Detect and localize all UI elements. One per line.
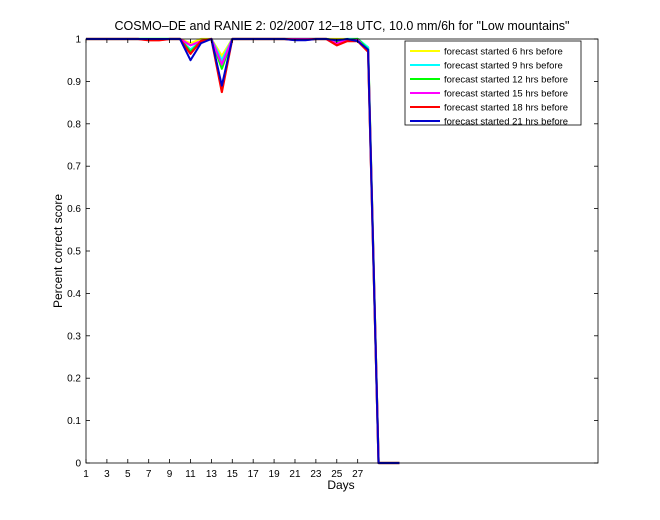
x-tick-label: 9: [167, 469, 173, 480]
legend-label-3: forecast started 12 hrs before: [444, 75, 568, 86]
x-tick-label: 5: [125, 469, 131, 480]
y-tick-label: 0.4: [67, 289, 81, 300]
legend-label-5: forecast started 18 hrs before: [444, 103, 568, 114]
x-tick-label: 1: [83, 469, 89, 480]
y-tick-label: 1: [75, 35, 81, 46]
y-axis-title: Percent correct score: [51, 194, 65, 308]
legend: forecast started 6 hrs before forecast st…: [404, 40, 582, 128]
y-tick-label: 0.8: [67, 119, 81, 130]
x-tick-label: 11: [185, 469, 196, 480]
y-tick-label: 0.6: [67, 204, 81, 215]
x-tick-label: 15: [227, 469, 239, 480]
x-tick-label: 25: [331, 469, 343, 480]
x-axis-title: Days: [327, 478, 354, 492]
y-tick-label: 0.2: [67, 374, 81, 385]
y-tick-label: 0.3: [67, 331, 81, 342]
x-tick-label: 3: [104, 469, 110, 480]
chart-title: COSMO–DE and RANIE 2: 02/2007 12–18 UTC,…: [115, 19, 570, 33]
legend-label-4: forecast started 15 hrs before: [444, 89, 568, 100]
y-tick-label: 0.5: [67, 247, 81, 258]
x-tick-label: 27: [352, 469, 364, 480]
x-tick-label: 21: [289, 469, 301, 480]
legend-label-2: forecast started 9 hrs before: [444, 61, 563, 72]
x-tick-label: 7: [146, 469, 152, 480]
legend-items: forecast started 6 hrs before forecast st…: [410, 47, 568, 128]
y-tick-label: 0.7: [67, 162, 81, 173]
legend-label-1: forecast started 6 hrs before: [444, 47, 563, 58]
x-tick-label: 13: [206, 469, 218, 480]
y-tick-label: 0.9: [67, 77, 81, 88]
y-tick-label: 0.1: [67, 416, 81, 427]
x-tick-label: 17: [248, 469, 260, 480]
x-tick-label: 19: [269, 469, 281, 480]
x-axis: 1 3 5 7 9 11 13 15 17 19 21 23 25 27: [83, 39, 364, 480]
x-tick-label: 23: [310, 469, 322, 480]
y-axis: 0 0.1 0.2 0.3 0.4 0.5 0.6 0.7 0.8 0.9 1: [67, 35, 598, 470]
legend-label-6: forecast started 21 hrs before: [444, 117, 568, 128]
y-tick-label: 0: [75, 459, 81, 470]
legend-box: [404, 40, 582, 126]
